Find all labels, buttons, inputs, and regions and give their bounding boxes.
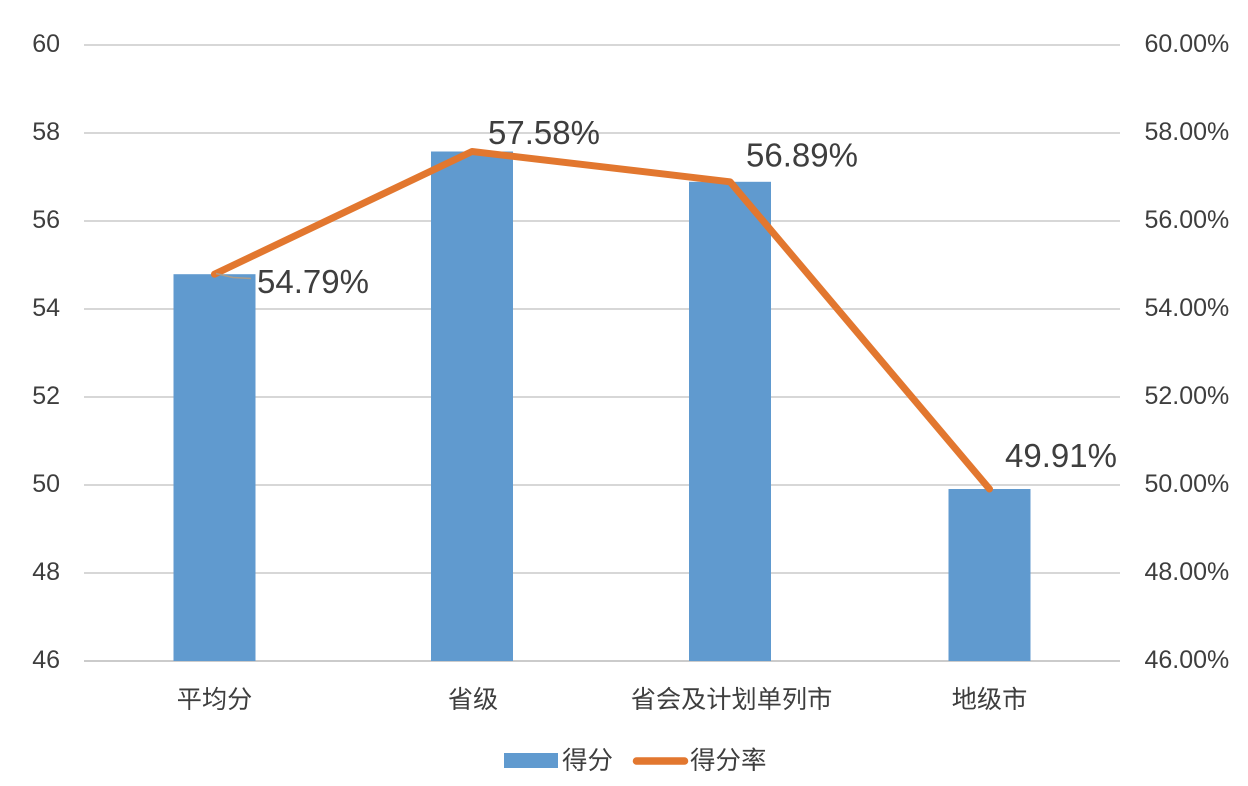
svg-text:56.00%: 56.00%	[1145, 206, 1230, 234]
svg-text:50: 50	[32, 470, 60, 498]
svg-text:60.00%: 60.00%	[1145, 30, 1230, 58]
svg-text:58.00%: 58.00%	[1145, 118, 1230, 146]
svg-text:54.79%: 54.79%	[257, 263, 369, 300]
svg-text:56: 56	[32, 206, 60, 234]
svg-text:48.00%: 48.00%	[1145, 558, 1230, 586]
svg-text:48: 48	[32, 558, 60, 586]
svg-text:56.89%: 56.89%	[746, 137, 858, 174]
svg-text:52.00%: 52.00%	[1145, 382, 1230, 410]
svg-text:57.58%: 57.58%	[488, 114, 600, 151]
svg-text:58: 58	[32, 118, 60, 146]
svg-text:46: 46	[32, 646, 60, 674]
svg-text:54.00%: 54.00%	[1145, 294, 1230, 322]
svg-text:46.00%: 46.00%	[1145, 646, 1230, 674]
svg-text:60: 60	[32, 30, 60, 58]
svg-text:50.00%: 50.00%	[1145, 470, 1230, 498]
svg-text:52: 52	[32, 382, 60, 410]
svg-text:49.91%: 49.91%	[1005, 437, 1117, 474]
svg-text:54: 54	[32, 294, 60, 322]
